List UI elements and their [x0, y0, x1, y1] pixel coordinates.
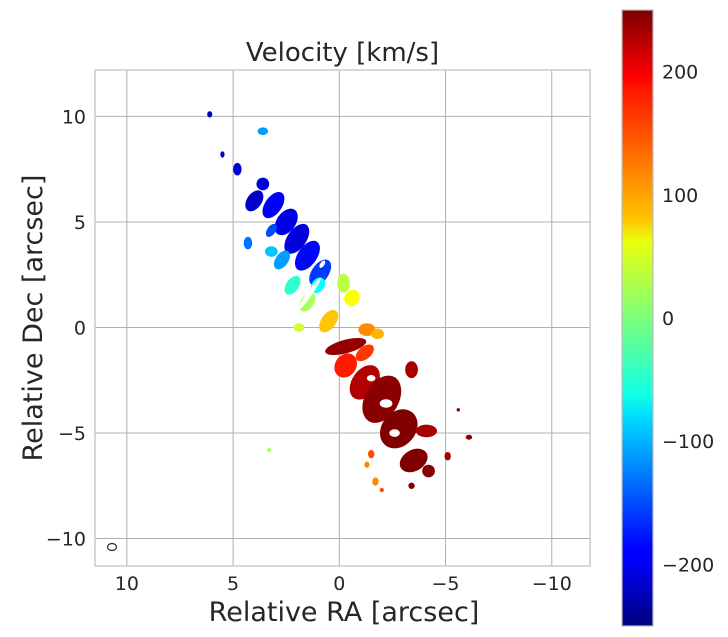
- data-gap: [379, 399, 393, 408]
- velocity-blob: [344, 289, 360, 307]
- velocity-blob: [243, 236, 253, 250]
- x-tick-label: −5: [432, 573, 460, 595]
- x-tick-label: 5: [227, 573, 239, 595]
- velocity-blob: [465, 434, 473, 440]
- velocity-blob: [422, 464, 435, 478]
- velocity-blob: [220, 151, 225, 158]
- velocity-blob: [325, 337, 367, 356]
- colorbar-tick-label: −200: [662, 554, 714, 576]
- velocity-map: [106, 111, 473, 552]
- velocity-blob: [294, 240, 320, 271]
- velocity-blob: [293, 323, 305, 332]
- velocity-blob: [415, 424, 438, 438]
- velocity-blob: [273, 250, 290, 270]
- velocity-blob: [456, 408, 460, 412]
- colorbar-tick-label: 0: [662, 308, 674, 330]
- velocity-blob: [319, 309, 339, 333]
- velocity-blob: [337, 273, 350, 293]
- data-gap: [403, 445, 412, 451]
- plot-frame: [94, 69, 591, 567]
- colorbar-tick-label: −100: [662, 431, 714, 453]
- x-tick-label: 10: [115, 573, 139, 595]
- y-tick-label: −5: [58, 423, 86, 445]
- velocity-blob: [362, 375, 402, 423]
- velocity-blob: [371, 328, 384, 340]
- velocity-blob: [364, 461, 370, 468]
- grid: [95, 70, 590, 566]
- data-gap: [366, 374, 376, 382]
- data-gap: [298, 277, 321, 310]
- velocity-blob: [367, 449, 375, 459]
- x-tick-label: −10: [532, 573, 572, 595]
- data-gap: [389, 429, 400, 437]
- axis-ticks: 10 5 0 −5 −10 10 5 0 −5 −10: [46, 106, 572, 595]
- velocity-blob: [284, 223, 310, 254]
- plot-area: [95, 70, 590, 566]
- velocity-blob: [264, 246, 278, 257]
- y-tick-label: −10: [46, 529, 86, 551]
- data-gap: [249, 224, 260, 237]
- y-tick-label: 10: [62, 106, 86, 128]
- data-gap: [319, 260, 326, 268]
- velocity-blob: [379, 409, 418, 449]
- velocity-blob: [358, 323, 376, 336]
- x-tick-label: 0: [333, 573, 345, 595]
- colorbar-tick-label: 100: [662, 185, 698, 207]
- velocity-blob: [207, 111, 213, 118]
- velocity-blob: [257, 127, 269, 136]
- velocity-blob: [265, 223, 277, 237]
- colorbar-ticks: 200 100 0 −100 −200: [662, 62, 714, 577]
- velocity-blob: [309, 259, 332, 286]
- velocity-blob: [372, 477, 379, 486]
- velocity-blob: [299, 292, 316, 312]
- colorbar-frame: [621, 9, 654, 627]
- velocity-blob: [233, 162, 242, 176]
- y-tick-label: 0: [74, 317, 86, 339]
- velocity-blob: [408, 482, 415, 489]
- beam-ellipse: [106, 542, 118, 552]
- velocity-blob: [274, 208, 298, 236]
- chart-title: Velocity [km/s]: [246, 38, 439, 68]
- velocity-blob: [284, 275, 301, 295]
- velocity-blob: [245, 190, 264, 212]
- velocity-blob: [256, 177, 270, 191]
- velocity-blob: [334, 353, 358, 378]
- velocity-blob: [262, 191, 285, 219]
- y-tick-label: 5: [74, 212, 86, 234]
- velocity-blob: [399, 448, 428, 473]
- x-axis-label: Relative RA [arcsec]: [209, 597, 480, 628]
- velocity-blob: [379, 487, 384, 493]
- velocity-blob: [405, 361, 418, 379]
- y-axis-label: Relative Dec [arcsec]: [18, 175, 49, 462]
- velocity-blob: [267, 447, 272, 453]
- colorbar: [622, 10, 653, 626]
- velocity-blob: [444, 452, 451, 461]
- velocity-blob: [355, 344, 374, 362]
- colorbar-tick-label: 200: [662, 62, 698, 84]
